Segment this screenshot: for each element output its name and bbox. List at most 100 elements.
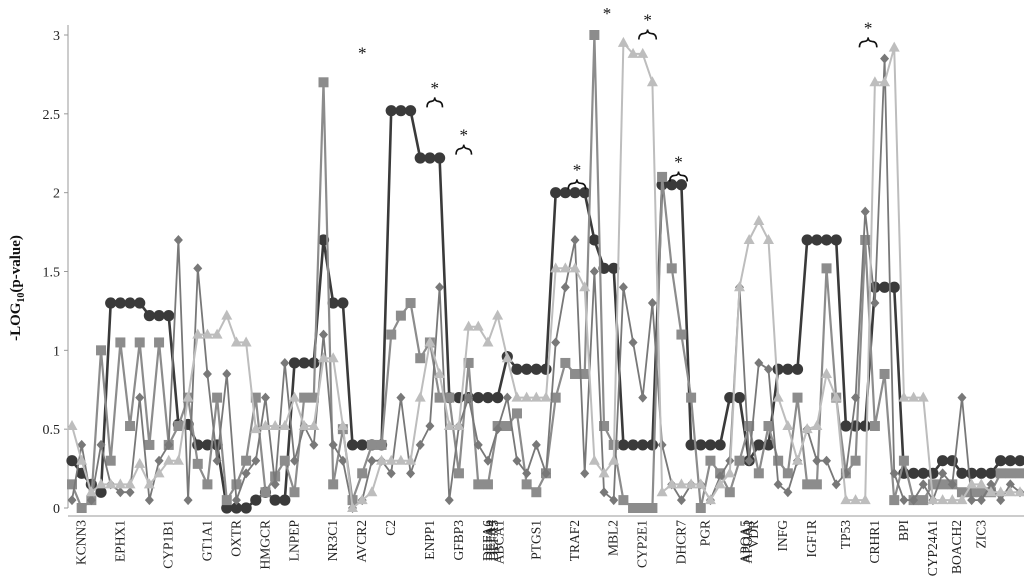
data-point — [135, 392, 145, 403]
data-point — [211, 328, 223, 339]
data-point — [860, 206, 870, 217]
data-point — [309, 439, 319, 450]
data-point — [957, 392, 967, 403]
data-point — [385, 105, 397, 117]
gene-label: CYP2E1 — [635, 520, 650, 568]
gene-label: LNPEP — [287, 520, 302, 561]
data-point — [715, 471, 725, 482]
data-point — [675, 179, 688, 191]
data-point — [986, 479, 996, 490]
data-point — [695, 439, 707, 451]
data-point — [357, 468, 368, 479]
data-point — [143, 310, 155, 322]
data-point — [995, 455, 1007, 467]
data-point — [569, 262, 581, 273]
gene-label: MBL2 — [606, 520, 621, 556]
data-point — [811, 234, 823, 246]
data-point — [221, 495, 232, 506]
data-point — [724, 487, 735, 498]
data-point — [230, 502, 243, 514]
significance-star: * — [460, 126, 469, 145]
data-point — [733, 281, 745, 292]
data-point — [366, 439, 377, 450]
data-point — [743, 233, 755, 244]
data-point — [695, 478, 707, 489]
data-point — [869, 76, 881, 87]
data-point — [550, 187, 562, 199]
data-point — [580, 468, 590, 479]
data-point — [1014, 486, 1024, 497]
data-point — [579, 281, 591, 292]
data-point — [812, 455, 822, 466]
data-point — [531, 439, 541, 450]
gene-label: VDR — [746, 520, 761, 549]
data-point — [202, 479, 213, 490]
data-point — [685, 439, 697, 451]
data-point — [646, 439, 659, 451]
data-point — [425, 421, 435, 432]
gene-label: EPHX1 — [112, 520, 127, 562]
data-point — [521, 391, 533, 402]
data-point — [201, 328, 213, 339]
data-point — [637, 47, 649, 58]
data-point — [251, 455, 261, 466]
data-point — [656, 486, 668, 497]
data-point — [927, 494, 939, 505]
data-point — [975, 478, 987, 489]
y-tick-label: 1 — [53, 344, 60, 359]
data-point — [308, 392, 319, 403]
data-point — [463, 357, 474, 368]
data-point — [67, 479, 77, 490]
data-point — [222, 368, 232, 379]
data-point — [105, 297, 117, 309]
data-point — [105, 455, 116, 466]
data-point — [850, 494, 862, 505]
data-point — [482, 392, 494, 404]
gene-label: HMGCR — [258, 520, 273, 570]
data-point — [763, 421, 774, 432]
data-point — [241, 455, 252, 466]
gene-label: ABCA1 — [492, 520, 507, 564]
data-point — [937, 479, 948, 490]
data-point — [522, 468, 532, 479]
data-point — [995, 486, 1007, 497]
data-point — [153, 310, 165, 322]
data-point — [212, 455, 222, 466]
data-point — [860, 234, 871, 245]
data-point — [541, 468, 551, 479]
gene-label: BOACH2 — [949, 520, 964, 574]
data-point — [956, 494, 968, 505]
data-point — [762, 233, 774, 244]
data-point — [947, 479, 957, 490]
data-point — [560, 357, 571, 368]
data-point — [927, 467, 939, 479]
data-point — [221, 502, 233, 514]
data-point — [753, 468, 764, 479]
data-point — [559, 262, 571, 273]
data-point — [811, 479, 822, 490]
gene-label: KCNN3 — [74, 520, 89, 565]
data-point — [821, 263, 832, 274]
y-axis-title: -LOG10(p-value) — [8, 235, 27, 341]
data-point — [1015, 468, 1024, 479]
data-point — [550, 262, 562, 273]
data-point — [241, 468, 251, 479]
data-point — [666, 478, 678, 489]
data-point — [163, 310, 175, 322]
data-point — [801, 423, 813, 434]
data-point — [880, 53, 890, 64]
data-point — [754, 357, 764, 368]
data-point — [231, 479, 242, 490]
data-point — [192, 458, 203, 469]
data-point — [782, 468, 793, 479]
data-point — [976, 495, 986, 506]
data-point — [888, 41, 900, 52]
data-point — [279, 494, 291, 506]
gene-label: ENPP1 — [422, 520, 437, 560]
data-point — [733, 392, 746, 404]
data-point — [279, 455, 290, 466]
data-point — [666, 179, 678, 191]
data-point — [395, 454, 407, 465]
data-point — [878, 281, 891, 293]
data-point — [328, 479, 339, 490]
